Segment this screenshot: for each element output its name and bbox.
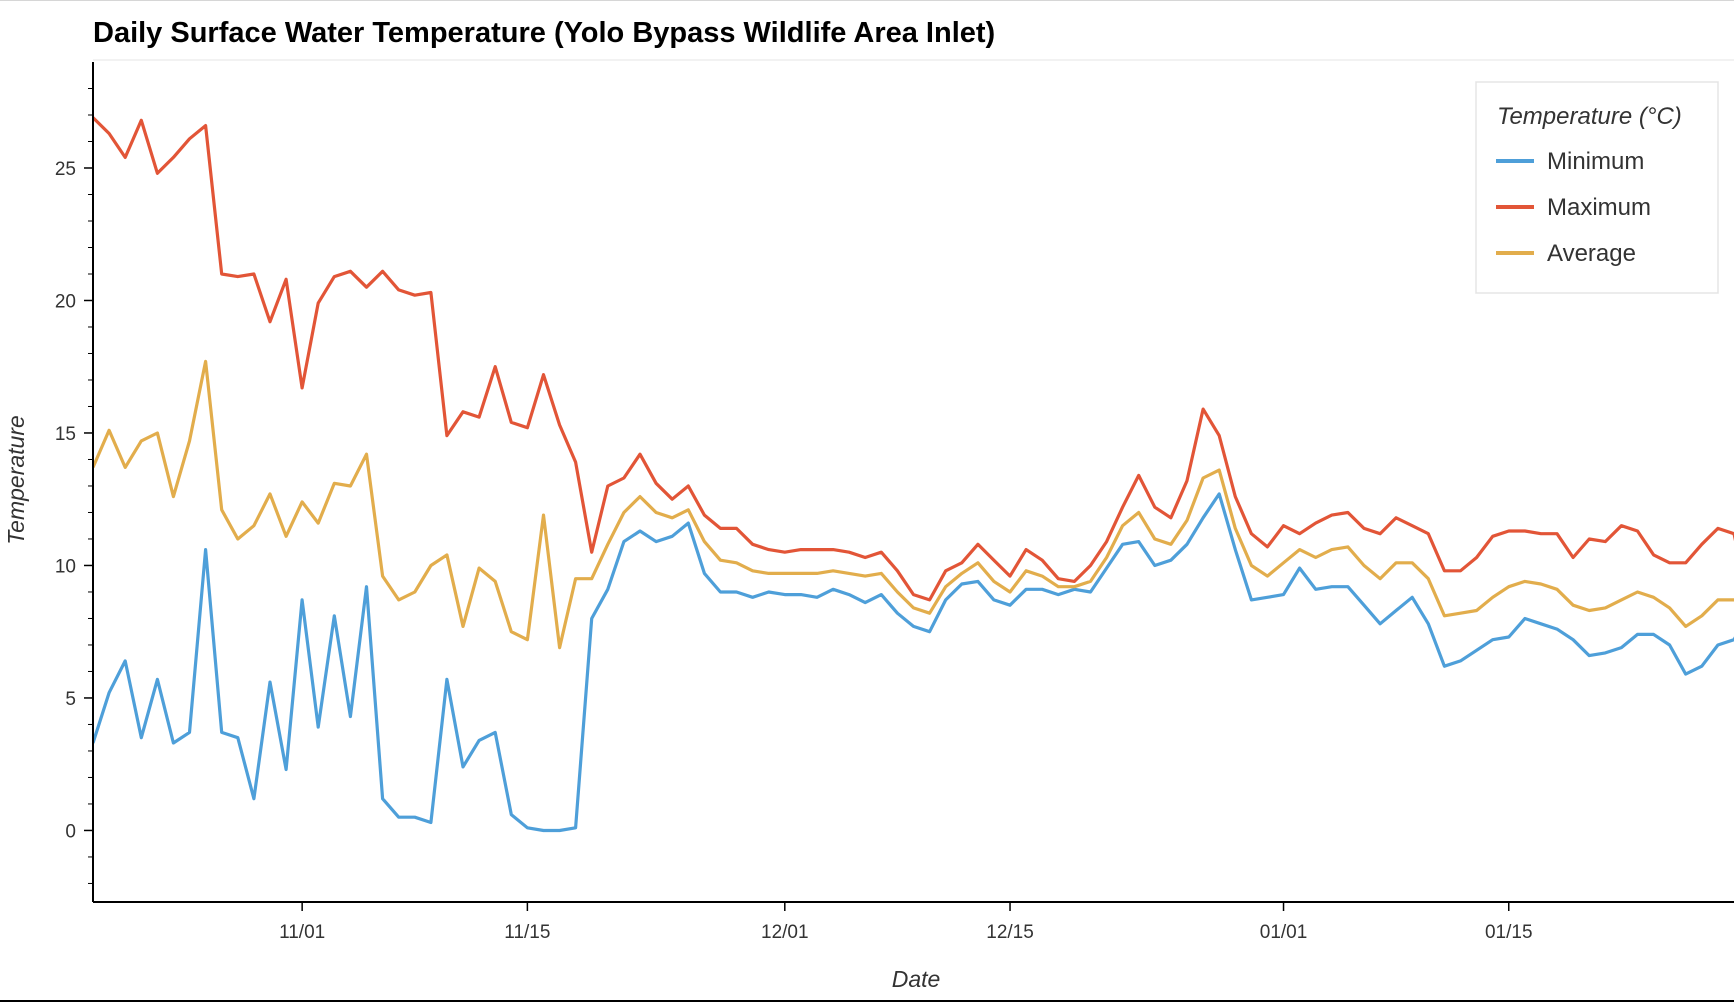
- y-tick-label: 25: [55, 159, 76, 180]
- legend-box: [1475, 81, 1719, 294]
- x-tick-label: 01/01: [1260, 922, 1308, 943]
- axes: 0 5 10 15 20 25 11/01 11/15 12/01 12/15 01/01 01/15: [55, 62, 1734, 943]
- series-line-minimum: [93, 492, 1734, 833]
- y-axis-label: Temperature: [3, 415, 29, 545]
- y-tick-label: 5: [65, 689, 76, 710]
- x-tick-label: 12/15: [986, 922, 1034, 943]
- legend-title: Temperature (°C): [1497, 103, 1682, 130]
- y-tick-label: 0: [65, 821, 76, 842]
- legend-item-average: Average: [1496, 240, 1636, 267]
- legend-label: Maximum: [1547, 194, 1651, 221]
- series-line-maximum: [93, 116, 1734, 602]
- x-tick-label: 11/15: [504, 922, 550, 943]
- legend-label: Minimum: [1547, 148, 1644, 175]
- plot-area: [93, 116, 1734, 833]
- x-tick-label: 01/15: [1485, 922, 1533, 943]
- x-axis-label: Date: [892, 966, 941, 992]
- legend: Temperature (°C) Minimum Maximum Average: [1475, 81, 1719, 294]
- y-tick-label: 20: [55, 291, 76, 312]
- y-tick-label: 10: [55, 556, 76, 577]
- chart-title: Daily Surface Water Temperature (Yolo By…: [93, 17, 995, 49]
- x-tick-label: 12/01: [761, 922, 809, 943]
- y-tick-label: 15: [55, 424, 76, 445]
- series-line-average: [93, 359, 1734, 650]
- x-tick-label: 11/01: [279, 922, 325, 943]
- legend-label: Average: [1547, 240, 1636, 267]
- legend-item-maximum: Maximum: [1496, 194, 1651, 221]
- legend-item-minimum: Minimum: [1496, 148, 1644, 175]
